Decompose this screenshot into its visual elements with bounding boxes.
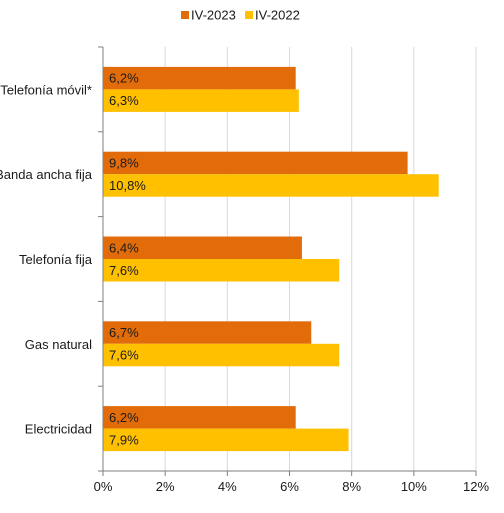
- legend: IV-2023 IV-2022: [181, 8, 300, 23]
- bar-iv-2022: [103, 174, 439, 197]
- category-label: Telefonía fija: [19, 252, 93, 267]
- x-tick-label: 2%: [156, 479, 175, 494]
- bar-iv-2023: [103, 151, 408, 175]
- x-tick-label: 0%: [94, 479, 113, 494]
- data-label: 7,9%: [109, 432, 139, 447]
- x-tick-label: 6%: [280, 479, 299, 494]
- x-tick-label: 4%: [218, 479, 237, 494]
- category-label: Electricidad: [25, 422, 92, 437]
- legend-swatch: [181, 11, 189, 19]
- data-label: 7,6%: [109, 348, 139, 363]
- bar-iv-2022: [103, 259, 340, 282]
- legend-label: IV-2023: [191, 8, 236, 23]
- data-label: 6,2%: [109, 410, 139, 425]
- legend-swatch: [245, 11, 253, 19]
- bar-iv-2022: [103, 343, 340, 367]
- legend-label: IV-2022: [255, 8, 300, 23]
- bar-iv-2022: [103, 428, 349, 452]
- x-tick-label: 12%: [463, 479, 489, 494]
- bar-iv-2022: [103, 89, 299, 112]
- bar-iv-2023: [103, 66, 296, 90]
- data-label: 10,8%: [109, 178, 146, 193]
- axes: Telefonía móvil* Banda ancha fija Telefoní…: [0, 46, 489, 494]
- category-label: Gas natural: [25, 337, 92, 352]
- data-label: 7,6%: [109, 263, 139, 278]
- data-label: 6,2%: [109, 71, 139, 86]
- bar-iv-2023: [103, 236, 302, 259]
- bar-iv-2023: [103, 406, 296, 429]
- category-label: Telefonía móvil*: [0, 82, 92, 97]
- data-label: 6,3%: [109, 93, 139, 108]
- bars: 6,2% 6,3% 9,8% 10,8% 6,4% 7,6% 6,7% 7,6% 6,2% 7,9…: [103, 66, 439, 452]
- data-label: 6,7%: [109, 325, 139, 340]
- data-label: 9,8%: [109, 155, 139, 170]
- data-label: 6,4%: [109, 240, 139, 255]
- bar-iv-2023: [103, 321, 312, 344]
- x-tick-label: 10%: [401, 479, 427, 494]
- x-tick-label: 8%: [342, 479, 361, 494]
- category-label: Banda ancha fija: [0, 167, 93, 182]
